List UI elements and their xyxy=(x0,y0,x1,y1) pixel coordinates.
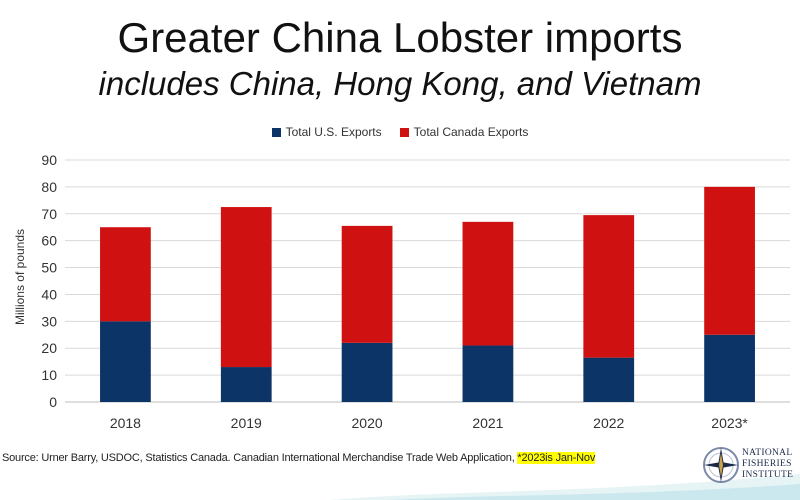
x-tick-label: 2023* xyxy=(711,415,748,431)
legend-item-canada: Total Canada Exports xyxy=(399,125,529,139)
bar-canada-2023 xyxy=(704,186,755,335)
y-tick-label: 60 xyxy=(41,233,57,249)
bar-canada-2019 xyxy=(220,207,272,368)
bars xyxy=(100,186,755,402)
bar-us-2020 xyxy=(341,342,393,402)
bar-canada-2020 xyxy=(341,225,393,343)
legend-item-us: Total U.S. Exports xyxy=(271,125,382,139)
nfi-logo-text: NATIONAL FISHERIES INSTITUTE xyxy=(742,448,800,481)
bar-us-2022 xyxy=(583,357,635,402)
y-tick-label: 80 xyxy=(41,179,57,195)
bar-canada-2018 xyxy=(100,227,151,322)
logo-line-2: FISHERIES xyxy=(742,459,792,469)
chart-subtitle: includes China, Hong Kong, and Vietnam xyxy=(98,65,702,102)
bar-us-2018 xyxy=(100,321,151,402)
date-range-note: *2023is Jan-Nov xyxy=(517,452,596,464)
x-tick-label: 2020 xyxy=(352,415,383,431)
bar-us-2023 xyxy=(704,334,755,402)
nfi-compass-logo-icon xyxy=(703,447,739,483)
legend-label-us: Total U.S. Exports xyxy=(285,125,382,139)
x-tick-label: 2019 xyxy=(231,415,262,431)
logo-line-1: NATIONAL xyxy=(742,448,793,458)
x-tick-label: 2018 xyxy=(110,415,141,431)
y-axis-ticks: 0 10 20 30 40 50 60 70 80 90 xyxy=(41,152,57,410)
bar-us-2021 xyxy=(462,345,514,402)
decorative-wave xyxy=(330,474,800,500)
bar-canada-2022 xyxy=(583,215,635,358)
x-axis-ticks: 2018 2019 2020 2021 2022 2023* xyxy=(110,415,749,431)
logo-line-3: INSTITUTE xyxy=(742,470,794,480)
legend-swatch-us xyxy=(271,127,281,137)
y-tick-label: 70 xyxy=(41,206,57,222)
bar-chart: 0 10 20 30 40 50 60 70 80 90 2018 2019 2020 2021 2022… xyxy=(13,152,790,431)
chart-legend: Total U.S. Exports Total Canada Exports xyxy=(0,125,800,139)
x-tick-label: 2021 xyxy=(472,415,503,431)
bar-canada-2021 xyxy=(462,221,514,346)
source-note: Source: Urner Barry, USDOC, Statistics C… xyxy=(2,452,595,464)
legend-swatch-canada xyxy=(399,127,409,137)
y-axis-label: Millions of pounds xyxy=(13,229,27,325)
y-tick-label: 50 xyxy=(41,260,57,276)
chart-title: Greater China Lobster imports xyxy=(117,14,683,61)
y-tick-label: 0 xyxy=(49,394,57,410)
legend-label-canada: Total Canada Exports xyxy=(413,125,529,139)
y-tick-label: 20 xyxy=(41,340,57,356)
y-tick-label: 10 xyxy=(41,367,57,383)
y-tick-label: 40 xyxy=(41,286,57,302)
x-tick-label: 2022 xyxy=(593,415,624,431)
gridlines xyxy=(65,159,790,403)
y-tick-label: 30 xyxy=(41,313,57,329)
source-text: Source: Urner Barry, USDOC, Statistics C… xyxy=(2,452,518,464)
bar-us-2019 xyxy=(220,367,272,402)
y-tick-label: 90 xyxy=(41,152,57,168)
